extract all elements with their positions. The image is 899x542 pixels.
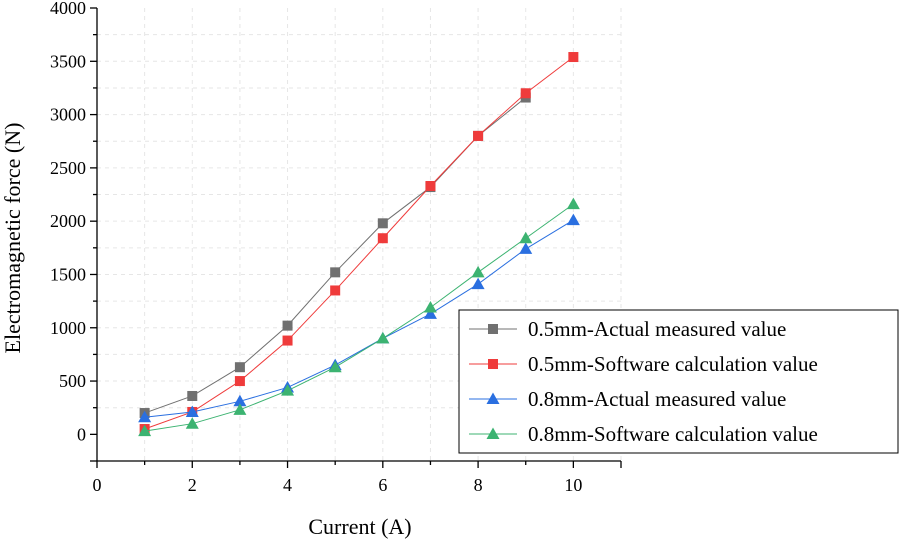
data-point (473, 130, 484, 141)
x-tick-label: 6 (378, 475, 387, 495)
data-point (519, 242, 533, 254)
data-point (566, 197, 580, 210)
y-axis-title: Electromagnetic force (N) (0, 123, 25, 354)
data-point (234, 376, 245, 387)
x-tick-label: 10 (564, 475, 582, 495)
data-point (568, 52, 579, 63)
data-point (282, 320, 293, 331)
legend-marker (486, 427, 500, 439)
data-point (330, 285, 341, 296)
data-point (566, 213, 580, 226)
y-tick-label: 3000 (50, 105, 86, 125)
data-point (330, 267, 341, 278)
data-point (328, 360, 342, 373)
y-tick-label: 0 (77, 424, 86, 444)
data-point (423, 307, 437, 319)
x-tick-label: 0 (93, 475, 102, 495)
series-line (144, 219, 574, 418)
data-point (519, 231, 533, 244)
series-4 (138, 197, 580, 437)
x-tick-label: 8 (474, 475, 483, 495)
data-point (138, 424, 152, 437)
data-point (471, 277, 485, 290)
legend-marker (486, 392, 500, 404)
x-tick-label: 4 (283, 475, 292, 495)
legend-label: 0.5mm-Software calculation value (528, 352, 818, 376)
data-point (185, 417, 199, 429)
y-tick-label: 2500 (50, 158, 86, 178)
series-layer (138, 52, 580, 437)
legend-marker (488, 359, 498, 369)
data-point (376, 331, 390, 344)
data-point (233, 394, 247, 407)
data-point (520, 88, 531, 99)
data-point (185, 405, 199, 417)
legend-label: 0.5mm-Actual measured value (528, 317, 786, 341)
data-point (233, 403, 247, 415)
y-tick-label: 1500 (50, 264, 86, 284)
data-point (282, 335, 293, 346)
legend: 0.5mm-Actual measured value 0.5mm-Softwar… (458, 309, 899, 454)
series-line (144, 56, 574, 430)
legend-marker (488, 324, 498, 334)
y-tick-label: 2000 (50, 211, 86, 231)
data-point (471, 265, 485, 278)
axes: 0 2 4 6 8 10 0 500 1000 1500 2000 2500 3000 3500 4000 (50, 0, 622, 495)
data-point (377, 233, 388, 244)
legend-box (458, 309, 899, 454)
series-line (144, 203, 574, 432)
y-tick-label: 1000 (50, 318, 86, 338)
data-point (423, 301, 437, 313)
data-point (281, 384, 295, 396)
data-point (377, 218, 388, 229)
legend-label: 0.8mm-Software calculation value (528, 422, 818, 446)
data-point (234, 362, 245, 373)
data-point (138, 410, 152, 423)
y-tick-label: 500 (59, 371, 86, 391)
x-tick-label: 2 (188, 475, 197, 495)
data-point (425, 181, 436, 192)
legend-label: 0.8mm-Actual measured value (528, 387, 786, 411)
y-tick-label: 4000 (50, 0, 86, 18)
x-axis-title: Current (A) (308, 514, 411, 539)
y-tick-label: 3500 (50, 51, 86, 71)
data-point (187, 390, 198, 401)
